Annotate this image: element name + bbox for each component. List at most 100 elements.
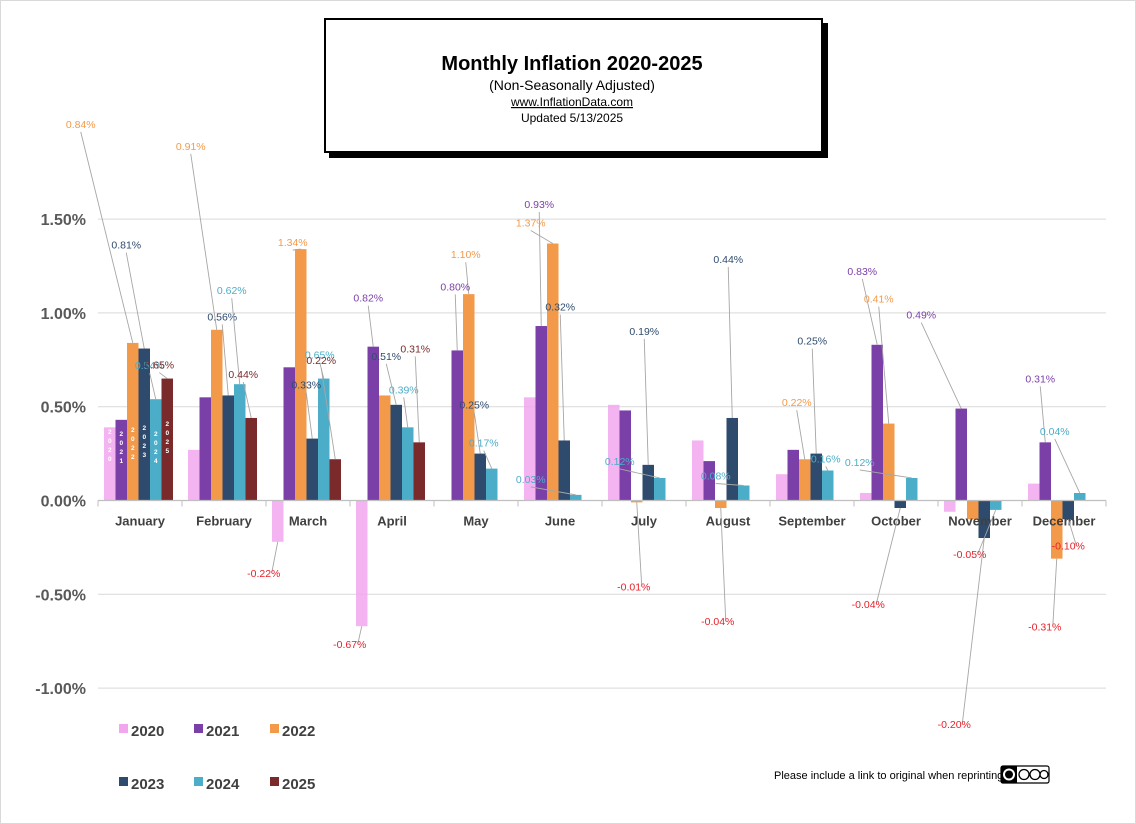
leader-line	[825, 466, 829, 471]
data-label: 0.25%	[459, 400, 489, 412]
bar-year-label-2025: 2	[165, 421, 169, 428]
bar-2022-june	[547, 243, 559, 501]
leader-line	[811, 348, 817, 454]
data-label: 0.51%	[371, 351, 401, 363]
y-tick-label: -0.50%	[35, 587, 86, 604]
bar-2023-january	[138, 348, 150, 501]
chart-subtitle: (Non-Seasonally Adjusted)	[489, 77, 655, 93]
data-label: 0.32%	[545, 301, 575, 313]
bar-2022-november	[967, 500, 979, 520]
bar-2024-november	[990, 500, 1002, 510]
x-tick-label: May	[463, 514, 489, 529]
bar-2025-march	[329, 459, 341, 501]
leader-line	[920, 322, 962, 409]
leader-line	[875, 507, 901, 605]
bar-2021-january	[115, 419, 127, 501]
bar-year-label-2021: 1	[119, 458, 123, 465]
leader-line	[619, 468, 660, 479]
leader-line	[530, 230, 553, 244]
data-label: 0.22%	[306, 355, 336, 367]
bar-2024-april	[402, 427, 414, 501]
bar-2023-february	[222, 395, 234, 501]
legend-label-2024: 2024	[206, 776, 240, 793]
bar-2020-september	[776, 474, 788, 501]
data-label: -0.04%	[852, 599, 885, 611]
leader-line	[357, 626, 363, 645]
data-label: 0.84%	[66, 119, 96, 131]
creative-commons-badge[interactable]	[1000, 765, 1050, 784]
bar-2021-july	[619, 410, 631, 501]
data-label: 0.33%	[291, 380, 321, 392]
leader-line	[414, 356, 420, 443]
x-tick-label: October	[871, 514, 921, 529]
bar-2025-april	[413, 442, 425, 501]
leader-line	[320, 368, 336, 460]
bar-2020-april	[356, 500, 368, 627]
leader-line	[530, 486, 576, 496]
bar-year-label-2025: 2	[165, 439, 169, 446]
data-labels: 0.84%0.81%0.54%0.65%0.91%0.56%0.62%0.44%…	[66, 119, 1085, 731]
legend-swatch-2020	[119, 724, 128, 733]
bar-2021-march	[283, 367, 295, 501]
legend-swatch-2022	[270, 724, 279, 733]
data-label: 1.10%	[451, 249, 481, 261]
y-tick-label: 0.00%	[41, 494, 86, 511]
bar-2022-may	[463, 294, 475, 501]
bar-year-label-2024: 2	[154, 449, 158, 456]
leader-line	[727, 266, 733, 418]
bar-2023-march	[306, 438, 318, 501]
gridlines	[98, 218, 1106, 689]
bar-year-label-2020: 0	[108, 438, 112, 445]
bar-2022-february	[211, 329, 223, 501]
data-label: 1.37%	[516, 217, 546, 229]
legend-swatch-2021	[194, 724, 203, 733]
leader-line	[80, 131, 134, 344]
data-label: -0.31%	[1028, 622, 1061, 634]
data-label: -0.22%	[247, 568, 280, 580]
leader-line	[859, 469, 912, 479]
bar-2023-july	[642, 464, 654, 501]
data-label: 0.17%	[469, 438, 499, 450]
bar-year-label-2023: 2	[142, 425, 146, 432]
data-label: 0.91%	[176, 141, 206, 153]
x-tick-label: December	[1033, 514, 1096, 529]
bar-2021-december	[1039, 442, 1051, 501]
bar-2020-march	[272, 500, 284, 542]
data-label: 0.19%	[629, 326, 659, 338]
leader-line	[292, 248, 301, 251]
data-label: 0.04%	[1040, 426, 1070, 438]
data-label: 0.16%	[811, 453, 841, 465]
legend-swatch-2023	[119, 777, 128, 786]
data-label: 0.12%	[605, 456, 635, 468]
bar-year-label-2024: 4	[154, 458, 158, 465]
data-label: 0.25%	[797, 336, 827, 348]
bar-year-label-2020: 2	[108, 447, 112, 454]
bar-2020-january	[104, 427, 116, 501]
leader-line	[878, 306, 890, 424]
leader-line	[1039, 386, 1046, 443]
leader-line	[465, 262, 470, 295]
data-label: 0.44%	[713, 254, 743, 266]
leader-line	[961, 537, 985, 725]
leader-line	[636, 502, 643, 587]
bar-2022-december	[1051, 500, 1063, 559]
data-label: -0.67%	[333, 639, 366, 651]
data-label: -0.05%	[953, 549, 986, 561]
leader-line	[1067, 519, 1077, 546]
bar-year-label-2023: 3	[142, 452, 146, 459]
x-tick-label: September	[778, 514, 845, 529]
source-link[interactable]: www.InflationData.com	[510, 95, 633, 109]
leader-line	[1052, 558, 1058, 627]
bar-2025-january	[161, 378, 173, 501]
bar-2025-february	[245, 417, 257, 501]
data-label: 0.83%	[847, 266, 877, 278]
bar-year-label-2020: 2	[108, 429, 112, 436]
title-box: Monthly Inflation 2020-2025 (Non-Seasona…	[324, 18, 828, 158]
bar-2020-june	[524, 397, 536, 501]
legend-swatch-2024	[194, 777, 203, 786]
bar-year-label-2022: 2	[131, 427, 135, 434]
bar-2023-december	[1062, 500, 1074, 520]
bar-2021-june	[535, 326, 547, 501]
